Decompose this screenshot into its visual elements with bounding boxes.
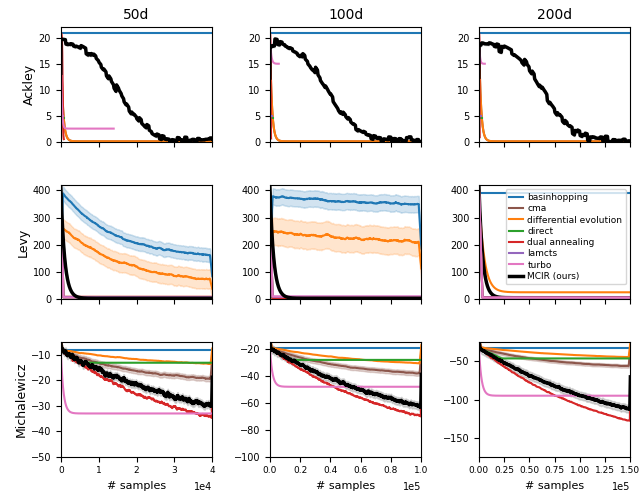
Legend: basinhopping, cma, differential evolution, direct, dual annealing, lamcts, turbo: basinhopping, cma, differential evolutio…	[506, 190, 626, 284]
Y-axis label: Ackley: Ackley	[23, 64, 36, 105]
Text: 1e5: 1e5	[403, 482, 421, 492]
Title: 100d: 100d	[328, 8, 364, 22]
Title: 200d: 200d	[537, 8, 572, 22]
X-axis label: # samples: # samples	[525, 481, 584, 491]
Y-axis label: Levy: Levy	[17, 228, 30, 256]
X-axis label: # samples: # samples	[316, 481, 375, 491]
Title: 50d: 50d	[124, 8, 150, 22]
Y-axis label: Michalewicz: Michalewicz	[15, 362, 28, 437]
Text: 1e4: 1e4	[194, 482, 212, 492]
X-axis label: # samples: # samples	[107, 481, 166, 491]
Text: 1e5: 1e5	[612, 482, 630, 492]
